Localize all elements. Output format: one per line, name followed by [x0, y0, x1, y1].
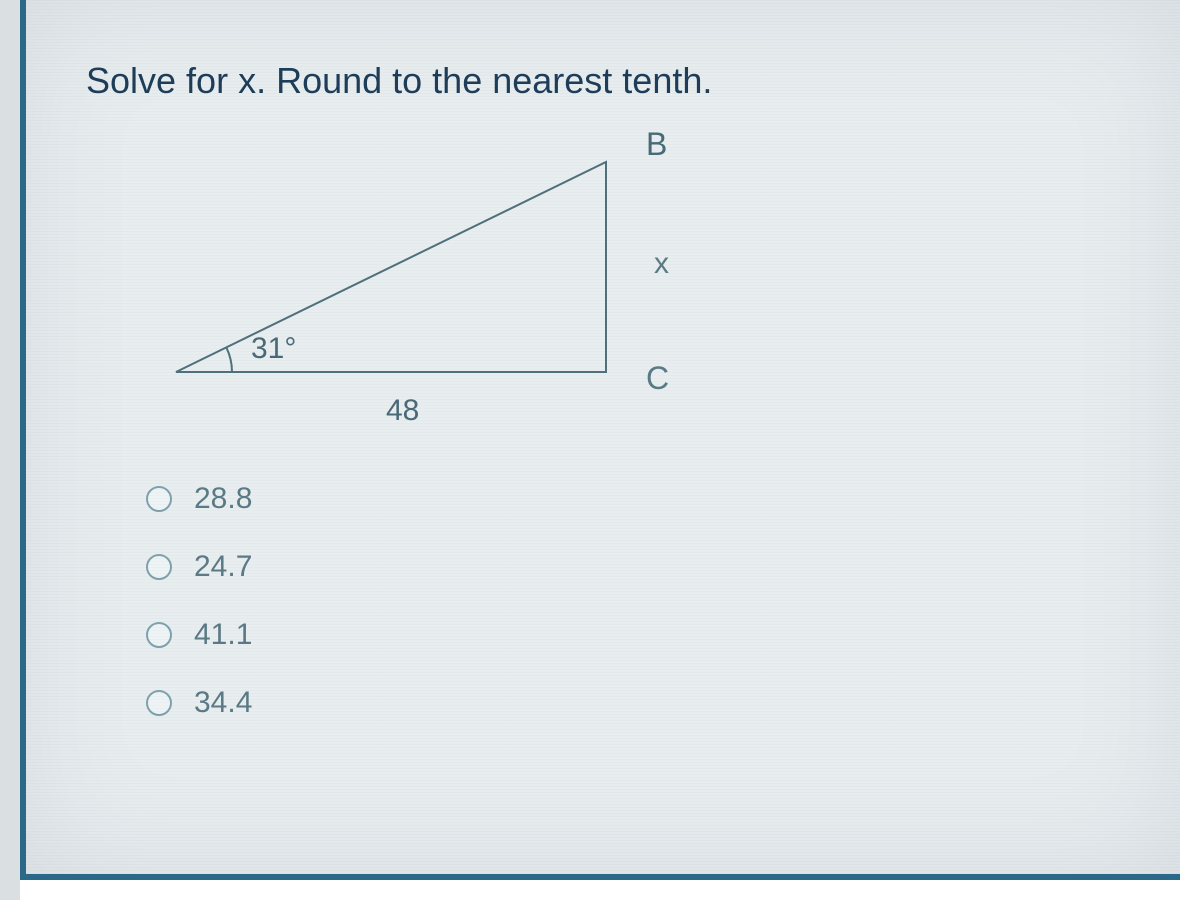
option-label: 24.7: [194, 550, 252, 584]
radio-icon: [146, 622, 172, 648]
option-label: 34.4: [194, 686, 252, 720]
option-3[interactable]: 34.4: [146, 686, 1130, 720]
angle-label: 31°: [251, 332, 296, 366]
triangle-diagram: B C x 48 31°: [146, 132, 786, 432]
vertex-label-b: B: [646, 126, 667, 163]
content-frame: Solve for x. Round to the nearest tenth.…: [20, 0, 1180, 880]
vertex-label-c: C: [646, 360, 669, 397]
side-label-x: x: [654, 247, 669, 281]
angle-arc: [226, 347, 232, 372]
option-label: 41.1: [194, 618, 252, 652]
option-1[interactable]: 24.7: [146, 550, 1130, 584]
left-ruler-strip: [0, 0, 20, 900]
radio-icon: [146, 690, 172, 716]
answer-options: 28.8 24.7 41.1 34.4: [146, 482, 1130, 720]
option-2[interactable]: 41.1: [146, 618, 1130, 652]
triangle-shape: [176, 162, 606, 372]
side-label-base: 48: [386, 394, 419, 428]
radio-icon: [146, 554, 172, 580]
question-prompt: Solve for x. Round to the nearest tenth.: [86, 60, 1130, 102]
option-label: 28.8: [194, 482, 252, 516]
option-0[interactable]: 28.8: [146, 482, 1130, 516]
radio-icon: [146, 486, 172, 512]
triangle-svg: [146, 132, 786, 432]
